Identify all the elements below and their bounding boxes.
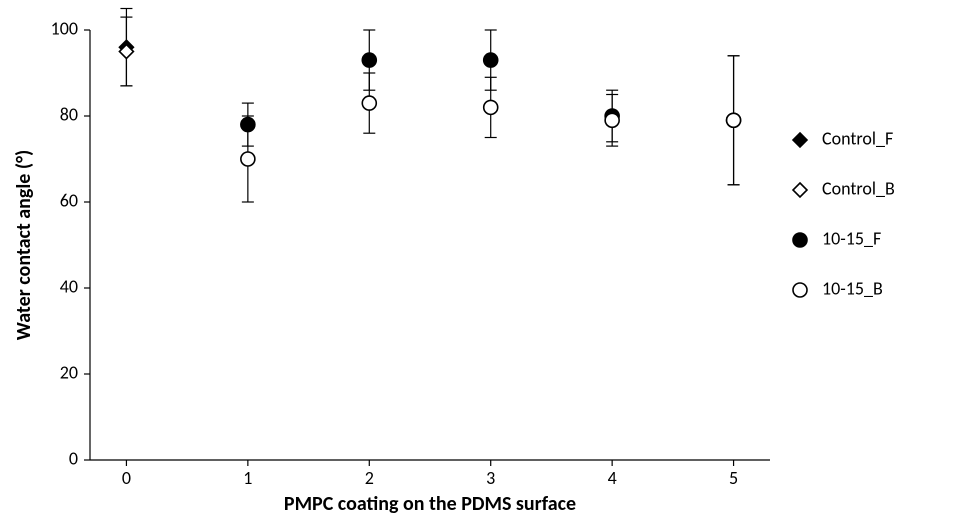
y-axis-label: Water contact angle (°) bbox=[12, 150, 36, 340]
y-tick-label: 100 bbox=[51, 17, 78, 39]
legend-marker bbox=[793, 283, 807, 297]
legend-label: 10-15_F bbox=[822, 227, 881, 249]
legend-label: Control_B bbox=[822, 177, 895, 199]
x-axis-label: PMPC coating on the PDMS surface bbox=[284, 492, 576, 516]
x-tick-label: 2 bbox=[365, 467, 374, 489]
data-point bbox=[484, 100, 498, 114]
data-point bbox=[362, 53, 376, 67]
data-point bbox=[727, 113, 741, 127]
x-tick-label: 4 bbox=[608, 467, 617, 489]
chart-container: 0 20 40 60 80 100 0 1 2 3 4 5 PMPC coating on the PD… bbox=[0, 0, 965, 528]
x-tick-label: 5 bbox=[729, 467, 738, 489]
x-tick-label: 1 bbox=[243, 467, 252, 489]
y-tick-label: 60 bbox=[60, 189, 78, 211]
data-point bbox=[605, 113, 619, 127]
y-tick-label: 20 bbox=[60, 361, 78, 383]
y-tick-label: 40 bbox=[60, 275, 78, 297]
data-point bbox=[362, 96, 376, 110]
legend-marker bbox=[793, 233, 807, 247]
x-tick-label: 0 bbox=[122, 467, 131, 489]
data-point bbox=[484, 53, 498, 67]
scatter-chart: 0 20 40 60 80 100 0 1 2 3 4 5 PMPC coating on the PD… bbox=[0, 0, 965, 528]
legend-label: Control_F bbox=[822, 127, 893, 149]
legend-label: 10-15_B bbox=[822, 277, 883, 299]
x-tick-label: 3 bbox=[486, 467, 495, 489]
data-point bbox=[241, 118, 255, 132]
y-tick-label: 80 bbox=[60, 103, 78, 125]
data-point bbox=[241, 152, 255, 166]
y-tick-label: 0 bbox=[69, 447, 78, 469]
chart-background bbox=[0, 0, 965, 528]
